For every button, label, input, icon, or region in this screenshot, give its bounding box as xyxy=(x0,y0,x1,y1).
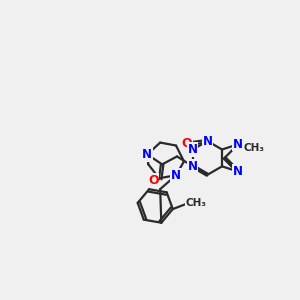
Text: O: O xyxy=(148,174,159,187)
Text: N: N xyxy=(202,135,212,148)
Text: N: N xyxy=(188,160,198,173)
Text: CH₃: CH₃ xyxy=(185,198,206,208)
Text: N: N xyxy=(171,169,181,182)
Text: O: O xyxy=(181,136,192,150)
Text: N: N xyxy=(233,165,243,178)
Text: N: N xyxy=(233,138,243,151)
Text: N: N xyxy=(142,148,152,161)
Text: N: N xyxy=(188,143,198,156)
Text: CH₃: CH₃ xyxy=(243,143,264,153)
